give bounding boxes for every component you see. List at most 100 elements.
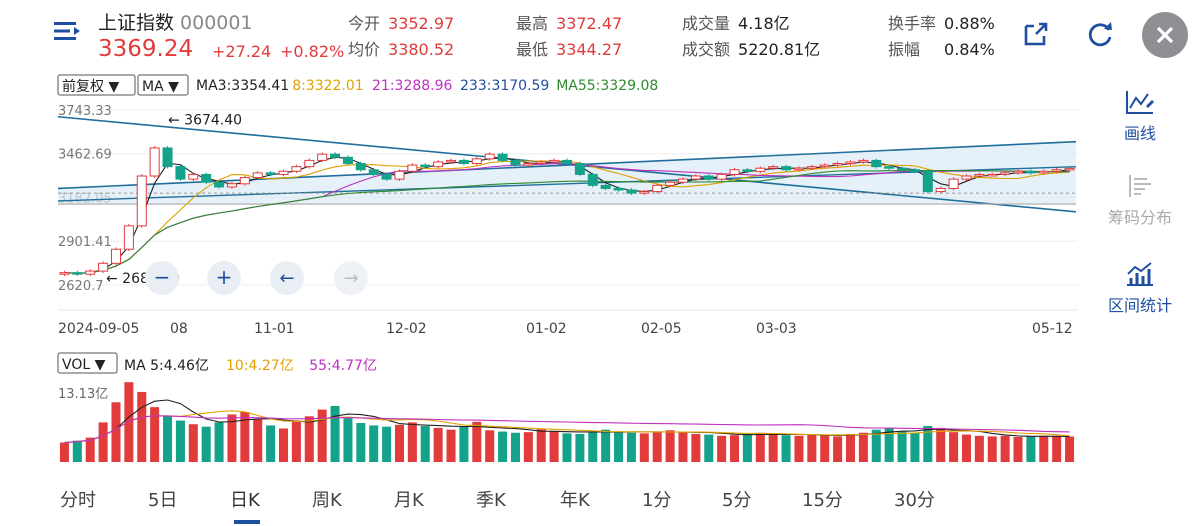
candle <box>226 183 237 188</box>
tab-5[interactable]: 季K <box>476 490 506 511</box>
tab-6[interactable]: 年K <box>560 490 590 511</box>
candle <box>368 169 379 175</box>
volume-bar <box>124 382 134 462</box>
candle <box>1025 170 1036 174</box>
scroll-forward-label: → <box>343 268 358 289</box>
expand-icon[interactable] <box>1020 18 1052 50</box>
volume-bar <box>678 431 688 462</box>
volume-bar <box>330 405 340 462</box>
candle <box>626 189 637 194</box>
side-tool-panel: 画线 筹码分布 区间统计 <box>1086 70 1194 470</box>
side-item-draw[interactable]: 画线 <box>1086 88 1194 144</box>
candle <box>755 167 766 172</box>
date-tick-label: 05-12 <box>1032 321 1073 337</box>
volume-bar <box>987 436 997 462</box>
refresh-icon[interactable] <box>1084 18 1116 50</box>
indicator-select[interactable] <box>137 74 189 96</box>
volume-bar <box>1000 435 1010 462</box>
candle <box>1000 172 1011 175</box>
candle <box>974 173 985 177</box>
volume-bar <box>485 430 495 462</box>
volume-bar <box>188 424 198 462</box>
tab-9[interactable]: 15分 <box>802 490 843 511</box>
side-item-draw-label: 画线 <box>1123 124 1156 143</box>
stat-low: 最低 3344.27 <box>516 40 623 59</box>
volume-bar <box>266 425 276 462</box>
close-button[interactable] <box>1142 12 1188 58</box>
volume-bar <box>420 426 430 462</box>
volume-bar <box>833 436 843 462</box>
high-price-annotation: ← 3674.40 <box>168 113 242 129</box>
volume-bar <box>304 416 314 462</box>
volume-bar <box>163 416 173 462</box>
volume-bar <box>742 433 752 462</box>
volume-bar <box>214 422 224 462</box>
date-tick-label: 12-02 <box>386 321 427 337</box>
volume-bar <box>72 440 82 462</box>
volume-bar <box>369 425 379 462</box>
zoom-in-button[interactable] <box>207 261 241 295</box>
candle <box>819 164 830 168</box>
candle <box>897 167 908 171</box>
volume-bar <box>523 432 533 462</box>
candle <box>201 173 212 183</box>
volume-bar <box>111 402 121 462</box>
candle <box>690 175 701 180</box>
candle <box>407 164 418 172</box>
candle <box>162 147 173 168</box>
candle <box>793 167 804 171</box>
scroll-back-button[interactable] <box>270 261 304 295</box>
volume-bar <box>601 429 611 462</box>
adjust-select[interactable] <box>57 74 136 96</box>
candle <box>884 166 895 169</box>
stat-open: 今开 3352.97 <box>348 14 455 33</box>
zoom-out-button[interactable] <box>145 261 179 295</box>
volume-bar <box>626 432 636 462</box>
volume-bar <box>433 427 443 462</box>
scroll-forward-button[interactable] <box>334 261 368 295</box>
volume-bar <box>1065 436 1075 462</box>
tab-3[interactable]: 周K <box>312 490 342 511</box>
vol-ma55-line <box>64 415 1070 444</box>
candle <box>149 147 160 177</box>
tab-4[interactable]: 月K <box>394 490 424 511</box>
side-item-interval-stats[interactable]: 区间统计 <box>1086 260 1194 316</box>
price-tick-label: 2901.41 <box>58 235 112 250</box>
ma-legend-item: 8:3322.01 <box>292 78 364 94</box>
candle <box>123 225 134 250</box>
active-tab-indicator <box>234 520 260 524</box>
price-change: +27.24 <box>212 42 272 61</box>
volume-bar <box>575 433 585 462</box>
zoom-out-label: − <box>154 265 171 289</box>
stat-avg: 均价 3380.52 <box>348 40 455 59</box>
tab-10[interactable]: 30分 <box>894 490 935 511</box>
vol-legend: MA 5:4.46亿 10:4.27亿 55:4.77亿 <box>124 358 377 374</box>
volume-bar <box>858 432 868 462</box>
vol-select[interactable] <box>57 352 118 374</box>
kline-chart[interactable]: 前复权 ▼ MA ▼ MA3:3354.41 8:3322.01 21:3288.9… <box>36 70 1086 470</box>
candle <box>600 184 611 189</box>
vol-ma10-line <box>64 410 1070 444</box>
volume-bar <box>897 431 907 462</box>
candle <box>304 159 315 168</box>
menu-icon[interactable] <box>52 16 82 46</box>
candle <box>549 159 560 163</box>
tab-7[interactable]: 1分 <box>642 490 672 511</box>
tab-8[interactable]: 5分 <box>722 490 752 511</box>
candle <box>561 159 573 165</box>
adjust-select-label: 前复权 ▼ <box>62 78 119 95</box>
ma-legend-item: 21:3288.96 <box>372 78 453 94</box>
date-tick-label: 01-02 <box>526 321 567 337</box>
candle <box>342 156 353 165</box>
volume-bar <box>382 426 392 462</box>
interval-stats-icon <box>1127 262 1153 286</box>
volume-bar <box>781 435 791 462</box>
tab-0[interactable]: 分时 <box>60 490 96 511</box>
candle <box>85 270 96 275</box>
volume-bar <box>755 432 765 462</box>
tab-1[interactable]: 5日 <box>148 490 178 511</box>
tab-2[interactable]: 日K <box>230 490 260 511</box>
chip-distribution-icon <box>1129 175 1151 197</box>
side-item-chip-label: 筹码分布 <box>1107 208 1172 227</box>
volume-bar <box>278 428 289 462</box>
